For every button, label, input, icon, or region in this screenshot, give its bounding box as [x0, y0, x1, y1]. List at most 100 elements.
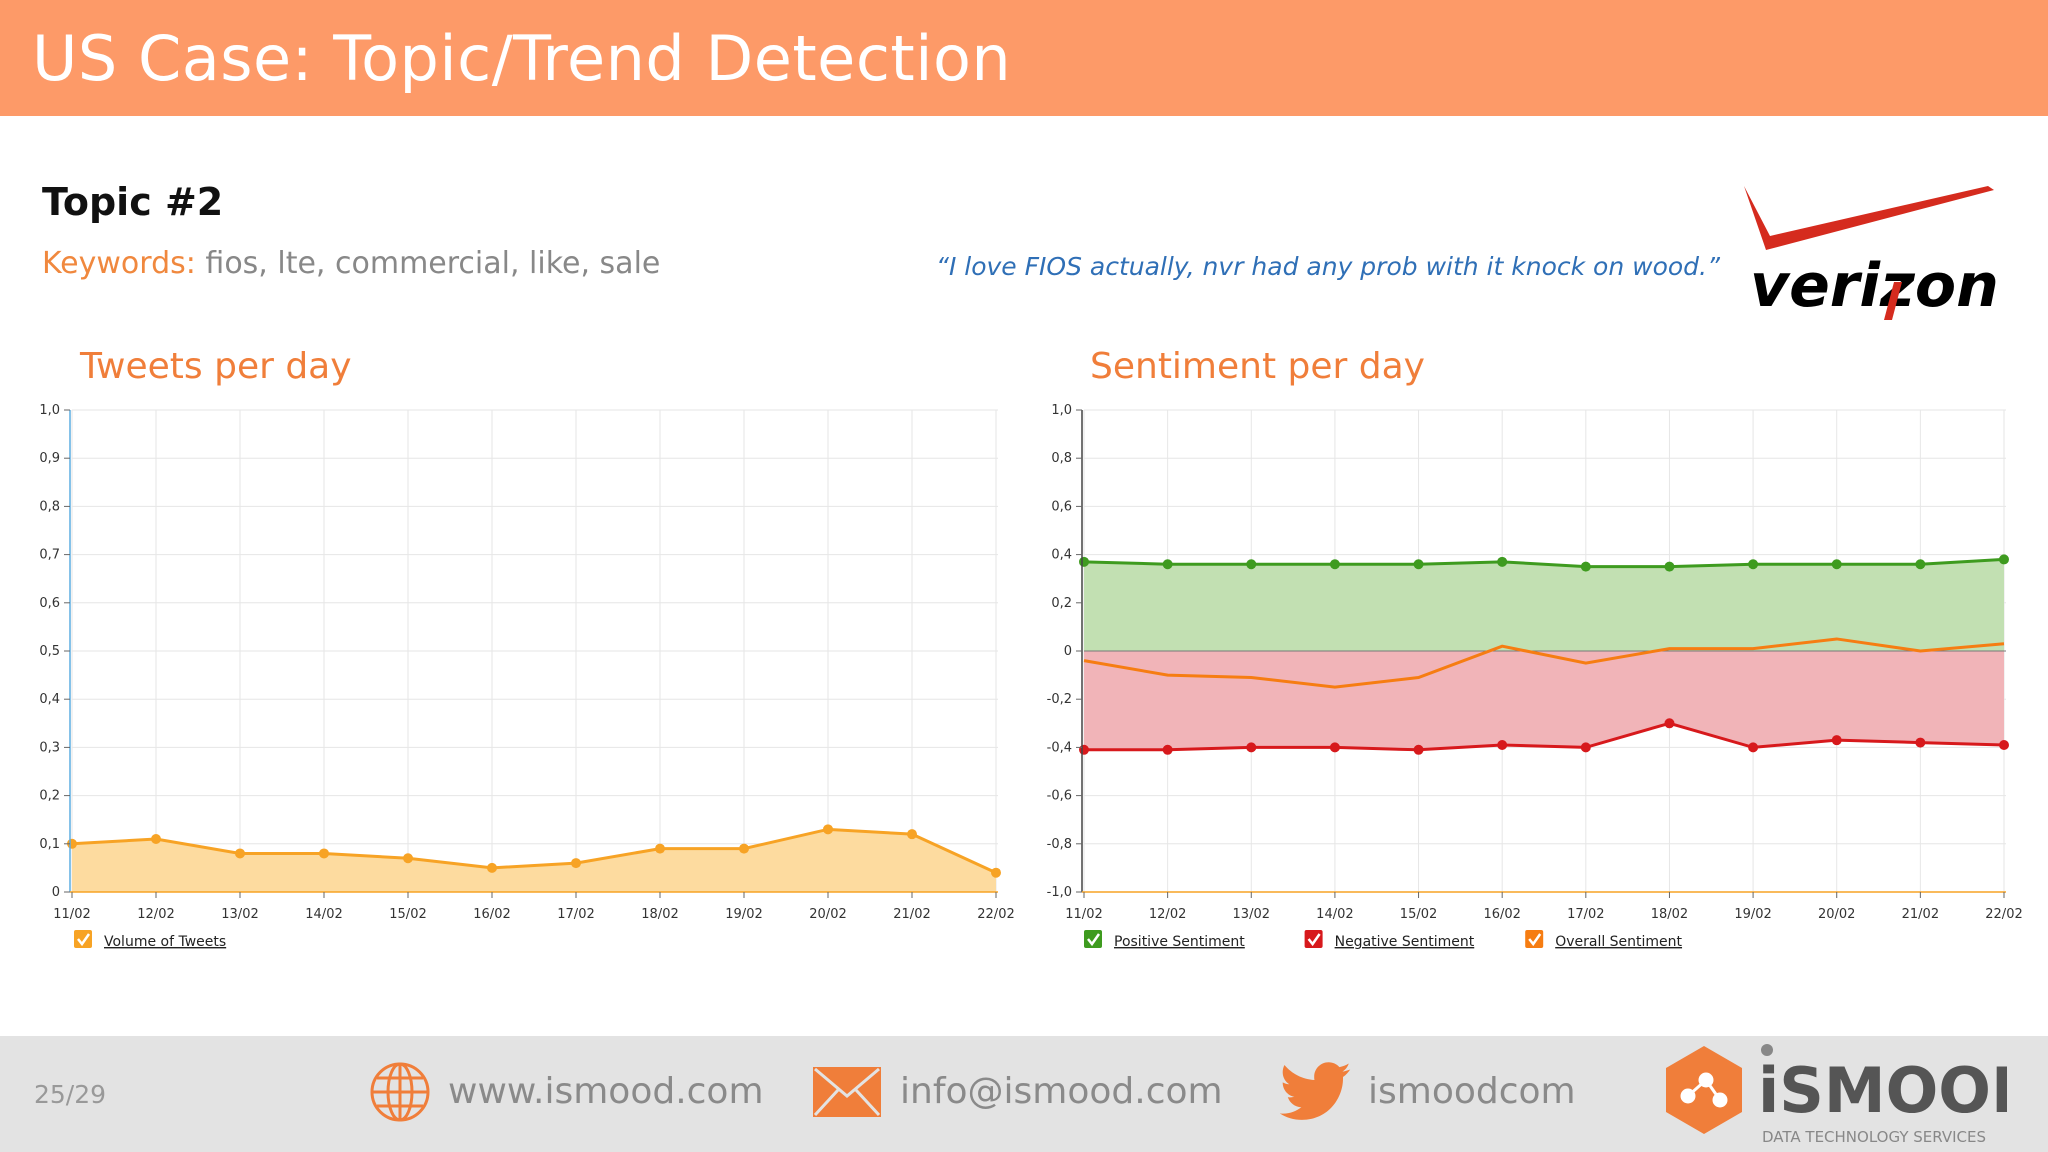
y-tick-label: 0,6 [1051, 499, 1072, 514]
legend-label: Positive Sentiment [1114, 934, 1245, 950]
x-tick-label: 21/02 [893, 907, 930, 922]
y-tick-label: 0,4 [1051, 548, 1072, 563]
x-tick-label: 19/02 [1734, 907, 1771, 922]
twitter-handle[interactable]: ismoodcom [1368, 1071, 1576, 1112]
y-tick-label: 0,2 [39, 789, 60, 804]
negative-data-point [1915, 737, 1926, 748]
x-tick-label: 13/02 [221, 907, 258, 922]
x-tick-label: 21/02 [1902, 907, 1939, 922]
header-bar: US Case: Topic/Trend Detection [0, 0, 2048, 116]
y-tick-label: -0,8 [1047, 837, 1072, 852]
x-tick-label: 15/02 [389, 907, 426, 922]
x-tick-label: 20/02 [1818, 907, 1855, 922]
positive-data-point [1497, 556, 1508, 567]
y-tick-label: 0,7 [39, 548, 60, 563]
tweets-data-point [151, 833, 161, 844]
x-tick-label: 17/02 [557, 907, 594, 922]
legend-checkbox-icon [1084, 930, 1102, 948]
negative-area-fill [1084, 651, 2004, 750]
x-tick-label: 17/02 [1567, 907, 1604, 922]
x-tick-label: 20/02 [809, 907, 846, 922]
x-tick-label: 11/02 [1065, 907, 1102, 922]
page-title: US Case: Topic/Trend Detection [32, 22, 1012, 95]
tweets-series-line [71, 827, 997, 875]
negative-data-point [1246, 742, 1257, 753]
legend-item: Negative Sentiment [1304, 930, 1475, 950]
tweets-per-day-chart: 0 0,1 0,2 0,3 0,4 0,5 0,6 0,7 0,8 0,9 1,0 11/02 12/0… [39, 403, 1014, 950]
y-tick-label: -0,2 [1047, 692, 1072, 707]
positive-data-point [1413, 559, 1424, 570]
legend-item: Positive Sentiment [1084, 930, 1245, 950]
tweets-data-point [823, 824, 833, 835]
tweets-chart-title: Tweets per day [80, 346, 352, 387]
y-tick-label: 0,8 [39, 499, 60, 514]
keywords-line: Keywords: fios, lte, commercial, like, s… [42, 246, 660, 281]
verizon-logo: verizon [1744, 186, 1999, 321]
y-tick-label: 1,0 [39, 403, 60, 418]
keywords-list: fios, lte, commercial, like, sale [205, 246, 661, 281]
x-tick-label: 18/02 [1651, 907, 1688, 922]
tweets-data-point [739, 843, 749, 854]
positive-area-fill [1084, 559, 2004, 651]
legend-checkbox-icon [1304, 930, 1323, 948]
x-tick-label: 16/02 [1483, 907, 1520, 922]
x-tick-label: 14/02 [1316, 907, 1353, 922]
negative-data-point [1831, 735, 1842, 746]
x-tick-label: 16/02 [473, 907, 510, 922]
website-link[interactable]: www.ismood.com [448, 1071, 764, 1112]
check-icon [1087, 933, 1101, 947]
negative-data-point [1580, 742, 1591, 753]
tweets-data-point [655, 843, 665, 854]
negative-data-point [1329, 742, 1340, 753]
check-icon [1528, 933, 1542, 947]
negative-data-point [1748, 742, 1759, 753]
positive-series-line [1083, 557, 2005, 569]
globe-icon [370, 1062, 430, 1122]
tweets-area-fill [72, 829, 996, 892]
overall-series-line [1083, 637, 2005, 689]
topic-quote: “I love FIOS actually, nvr had any prob … [936, 252, 1720, 281]
tweets-data-point [571, 858, 581, 869]
negative-series-line [1084, 721, 2005, 752]
ismood-tagline: DATA TECHNOLOGY SERVICES [1762, 1128, 1986, 1146]
x-tick-label: 15/02 [1400, 907, 1437, 922]
tweets-data-point [991, 867, 1001, 878]
negative-data-point [1497, 739, 1508, 750]
legend-label: Overall Sentiment [1555, 934, 1682, 950]
y-tick-label: 0,8 [1051, 451, 1072, 466]
email-link[interactable]: info@ismood.com [900, 1071, 1223, 1112]
negative-data-point [1413, 744, 1424, 755]
x-tick-label: 22/02 [977, 907, 1014, 922]
y-tick-label: 0,2 [1051, 596, 1072, 611]
x-tick-label: 19/02 [725, 907, 762, 922]
y-tick-label: 0,3 [39, 740, 60, 755]
check-icon [77, 933, 91, 947]
mail-icon [813, 1067, 881, 1117]
legend-item: Overall Sentiment [1525, 930, 1683, 950]
topic-title: Topic #2 [42, 180, 224, 224]
positive-data-point [1748, 559, 1759, 570]
sentiment-chart-title: Sentiment per day [1090, 346, 1425, 387]
legend-checkbox-icon [74, 930, 92, 948]
y-tick-label: 0 [52, 885, 60, 900]
y-tick-label: 0,1 [39, 837, 60, 852]
y-tick-label: 0,9 [39, 451, 60, 466]
tweets-data-point [235, 848, 245, 859]
positive-data-point [1915, 559, 1926, 570]
x-tick-label: 18/02 [641, 907, 678, 922]
tweets-data-point [403, 853, 413, 864]
x-tick-label: 22/02 [1985, 907, 2022, 922]
y-tick-label: 1,0 [1051, 403, 1072, 418]
legend-item: Volume of Tweets [74, 930, 226, 950]
x-tick-label: 12/02 [1149, 907, 1186, 922]
positive-data-point [1580, 561, 1591, 572]
positive-data-point [1999, 554, 2009, 565]
legend-label: Volume of Tweets [104, 934, 226, 950]
verizon-z-accent [1884, 282, 1902, 320]
x-tick-label: 11/02 [53, 907, 90, 922]
y-tick-label: -0,4 [1047, 740, 1072, 755]
page-number: 25/29 [34, 1080, 107, 1109]
x-tick-label: 12/02 [137, 907, 174, 922]
